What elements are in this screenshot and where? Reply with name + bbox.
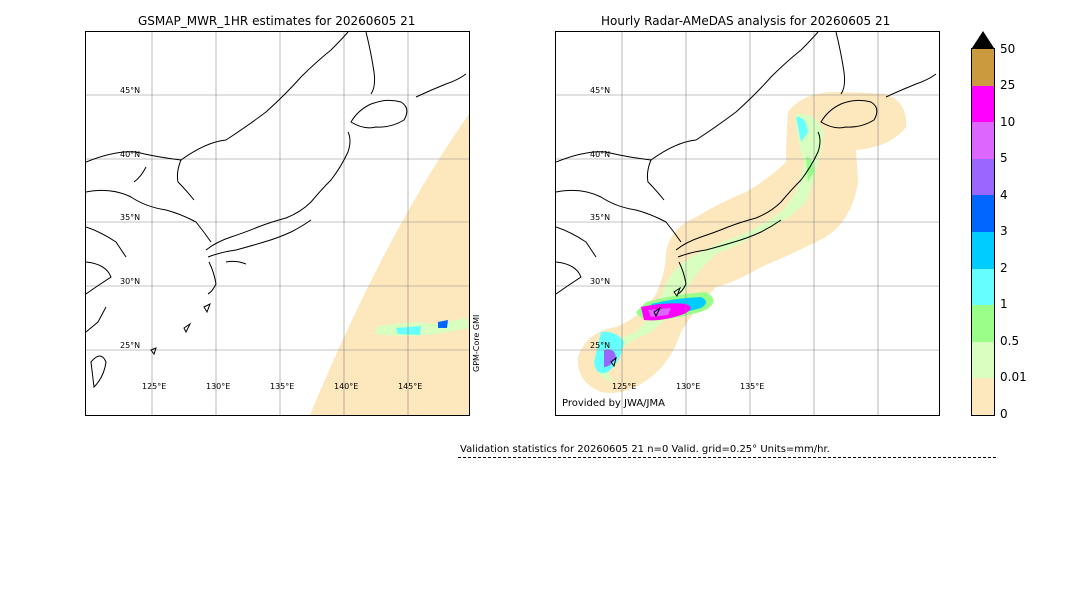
lon-label: 125°E (142, 382, 167, 391)
colorbar-tick-label: 0 (1000, 407, 1008, 421)
colorbar-segment (972, 378, 994, 415)
colorbar-segment (972, 85, 994, 123)
graticule (556, 32, 939, 415)
coastlines (86, 32, 467, 389)
precip-patch (396, 326, 421, 335)
lon-label: 145°E (398, 382, 423, 391)
colorbar-tick-label: 0.5 (1000, 334, 1020, 348)
validation-divider (458, 457, 996, 458)
satellite-label: GPM-Core GMI (472, 314, 481, 372)
lat-label: 30°N (590, 277, 611, 286)
lat-label: 35°N (590, 213, 611, 222)
left-map-canvas (86, 32, 469, 415)
colorbar-segment (972, 122, 994, 159)
colorbar (971, 48, 995, 416)
lon-label: 140°E (334, 382, 359, 391)
lat-label: 35°N (120, 213, 141, 222)
colorbar-tick-label: 0.01 (1000, 370, 1027, 384)
lon-label: 130°E (676, 382, 701, 391)
precip-core (648, 308, 671, 317)
validation-statistics: Validation statistics for 20260605 21 n=… (460, 444, 830, 455)
colorbar-tick-label: 50 (1000, 42, 1016, 56)
left-map-title: GSMAP_MWR_1HR estimates for 20260605 21 (138, 14, 416, 28)
colorbar-tick-label: 10 (1000, 115, 1016, 129)
lon-label: 130°E (206, 382, 231, 391)
lon-label: 135°E (270, 382, 295, 391)
graticule (86, 32, 469, 415)
colorbar-tick-label: 5 (1000, 151, 1008, 165)
lon-label: 125°E (612, 382, 637, 391)
lat-label: 40°N (590, 150, 611, 159)
lat-label: 45°N (590, 86, 611, 95)
right-map-title: Hourly Radar-AMeDAS analysis for 2026060… (601, 14, 891, 28)
colorbar-segment (972, 49, 994, 86)
right-map-canvas (556, 32, 939, 415)
precip-south-core (604, 349, 616, 367)
colorbar-extend-arrow (972, 31, 994, 48)
coastlines (556, 32, 937, 368)
lat-label: 45°N (120, 86, 141, 95)
lat-label: 30°N (120, 277, 141, 286)
colorbar-tick-label: 4 (1000, 188, 1008, 202)
colorbar-segment (972, 158, 994, 196)
colorbar-segment (972, 305, 994, 342)
lat-label: 40°N (120, 150, 141, 159)
right-map: 45°N 40°N 35°N 30°N 25°N 125°E 130°E 135… (555, 31, 940, 416)
data-credit: Provided by JWA/JMA (562, 398, 665, 409)
colorbar-tick-label: 25 (1000, 78, 1016, 92)
lon-label: 135°E (740, 382, 765, 391)
lat-label: 25°N (120, 341, 141, 350)
satellite-swath (310, 114, 469, 415)
radar-coverage (577, 92, 907, 393)
colorbar-segment (972, 341, 994, 379)
colorbar-tick-label: 3 (1000, 224, 1008, 238)
colorbar-tick-label: 1 (1000, 297, 1008, 311)
colorbar-tick-label: 2 (1000, 261, 1008, 275)
colorbar-segment (972, 195, 994, 232)
precip-patch (438, 320, 448, 328)
left-map: 45°N 40°N 35°N 30°N 25°N 125°E 130°E 135… (85, 31, 470, 416)
lat-label: 25°N (590, 341, 611, 350)
precip-north (796, 116, 808, 142)
colorbar-segment (972, 268, 994, 306)
colorbar-segment (972, 232, 994, 269)
